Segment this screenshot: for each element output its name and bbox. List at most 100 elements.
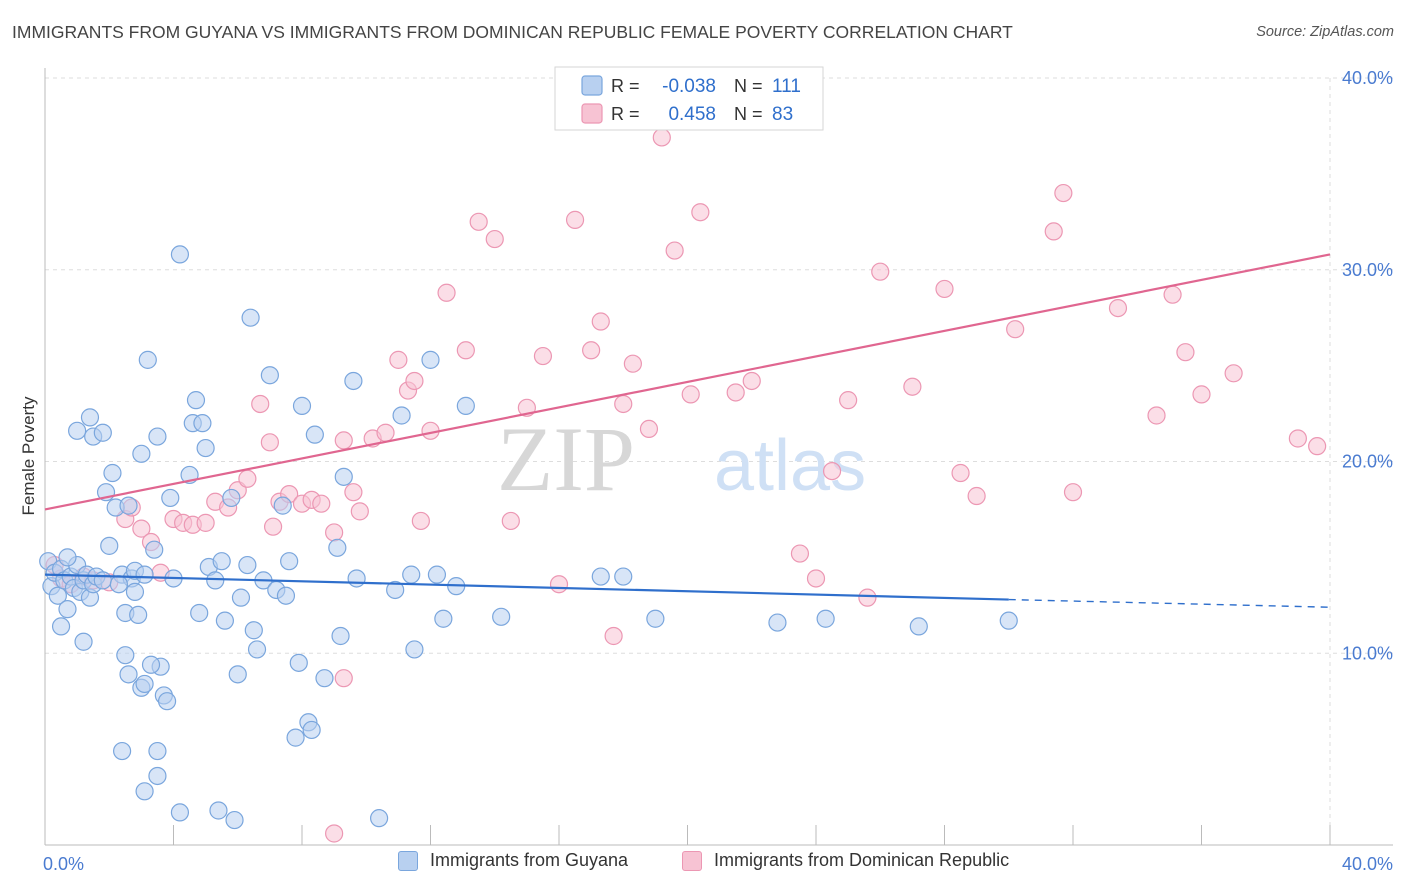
dominican-point bbox=[565, 210, 585, 229]
dominican-point bbox=[1108, 299, 1128, 318]
legend-item-dominican[interactable]: Immigrants from Dominican Republic bbox=[682, 850, 1009, 871]
legend-swatch-guyana bbox=[398, 850, 418, 871]
dominican-point bbox=[871, 262, 890, 281]
dominican-point bbox=[1192, 385, 1211, 404]
dominican-point bbox=[790, 544, 810, 563]
stats-r-value-dominican: 0.458 bbox=[668, 104, 716, 125]
dominican-point bbox=[469, 212, 488, 231]
guyana-point bbox=[292, 396, 312, 415]
guyana-point bbox=[119, 496, 138, 515]
stats-r-value-guyana: -0.038 bbox=[662, 76, 716, 97]
guyana-point bbox=[215, 611, 234, 630]
guyana-point bbox=[492, 607, 511, 626]
guyana-point bbox=[614, 567, 633, 586]
dominican-point bbox=[604, 626, 623, 646]
guyana-point bbox=[402, 565, 421, 584]
guyana-point bbox=[170, 803, 190, 822]
guyana-trend-line bbox=[44, 573, 1009, 601]
guyana-point bbox=[273, 496, 292, 515]
points-layer bbox=[39, 78, 1327, 843]
guyana-point bbox=[260, 366, 279, 385]
guyana-point bbox=[100, 536, 119, 555]
guyana-point bbox=[141, 655, 161, 674]
guyana-point bbox=[244, 621, 263, 640]
y-tick-label: 20.0% bbox=[1342, 452, 1393, 472]
legend-label-guyana: Immigrants from Guyana bbox=[430, 850, 629, 870]
dominican-point bbox=[1176, 343, 1195, 362]
dominican-point bbox=[437, 283, 456, 302]
guyana-point bbox=[48, 586, 67, 605]
dominican-trend-line bbox=[44, 253, 1331, 511]
guyana-point bbox=[315, 669, 334, 688]
guyana-point bbox=[74, 632, 93, 651]
guyana-point bbox=[135, 782, 154, 801]
guyana-point bbox=[93, 423, 112, 442]
guyana-point bbox=[305, 425, 324, 444]
guyana-point bbox=[222, 488, 241, 508]
guyana-point bbox=[334, 467, 353, 486]
guyana-point bbox=[421, 350, 440, 369]
stats-n-label-dominican: N = bbox=[734, 104, 763, 124]
guyana-point bbox=[344, 371, 363, 391]
dominican-point bbox=[639, 419, 659, 439]
guyana-point bbox=[276, 586, 296, 605]
guyana-point bbox=[103, 463, 122, 483]
dominican-point bbox=[1288, 429, 1307, 448]
guyana-point bbox=[125, 582, 145, 601]
guyana-point bbox=[135, 565, 154, 584]
guyana-point bbox=[148, 766, 167, 786]
dominican-point bbox=[411, 511, 430, 531]
dominican-point bbox=[681, 385, 700, 404]
dominican-point bbox=[132, 519, 151, 538]
dominican-point bbox=[1308, 437, 1327, 456]
dominican-point bbox=[951, 463, 970, 483]
legend-label-dominican: Immigrants from Dominican Republic bbox=[714, 850, 1010, 870]
y-axis-label: Female Poverty bbox=[19, 396, 38, 516]
dominican-point bbox=[533, 346, 553, 366]
legend-item-guyana[interactable]: Immigrants from Guyana bbox=[398, 850, 628, 871]
watermark-atlas: atlas bbox=[714, 426, 866, 506]
dominican-point bbox=[334, 669, 353, 688]
bottom-legend: Immigrants from Guyana Immigrants from D… bbox=[0, 850, 1406, 880]
labels-layer: Female Poverty 10.0% 20.0% 30.0% 40.0% 0.0% 4… bbox=[19, 68, 1393, 874]
guyana-point bbox=[157, 692, 177, 711]
dominican-point bbox=[260, 433, 279, 452]
dominican-point bbox=[485, 229, 504, 249]
x-tick-label: 0.0% bbox=[43, 854, 84, 874]
y-tick-label: 10.0% bbox=[1342, 643, 1393, 663]
y-tick-label: 40.0% bbox=[1342, 68, 1393, 88]
dominican-point bbox=[935, 279, 954, 299]
guyana-point bbox=[112, 741, 132, 761]
dominican-point bbox=[405, 371, 424, 391]
guyana-point bbox=[225, 810, 244, 830]
guyana-point bbox=[434, 609, 453, 628]
guyana-point bbox=[93, 571, 112, 590]
guyana-point bbox=[228, 665, 247, 684]
guyana-point bbox=[347, 569, 366, 588]
guyana-point bbox=[186, 391, 206, 410]
dominican-point bbox=[1147, 406, 1166, 425]
guyana-point bbox=[145, 540, 164, 559]
stats-legend: R = -0.038 N = 111 R = 0.458 N = 83 bbox=[554, 66, 824, 131]
dominican-point bbox=[456, 341, 475, 360]
guyana-point bbox=[392, 406, 411, 425]
dominican-point bbox=[822, 461, 842, 481]
dominican-point bbox=[858, 588, 877, 607]
guyana-point bbox=[591, 567, 610, 586]
dominican-point bbox=[389, 350, 408, 369]
dominican-point bbox=[344, 483, 363, 502]
dominican-point bbox=[350, 502, 369, 521]
dominican-point bbox=[501, 511, 520, 531]
dominican-point bbox=[1044, 222, 1063, 241]
dominican-point bbox=[196, 513, 215, 532]
dominican-point bbox=[903, 377, 922, 396]
dominican-point bbox=[623, 354, 642, 373]
guyana-point bbox=[427, 565, 447, 584]
guyana-point bbox=[129, 605, 148, 625]
dominican-point bbox=[691, 203, 710, 222]
stats-r-label-guyana: R = bbox=[611, 76, 640, 96]
dominican-point bbox=[839, 391, 858, 410]
dominican-point bbox=[967, 486, 986, 506]
dominican-point bbox=[614, 394, 633, 414]
dominican-point bbox=[1006, 320, 1025, 339]
